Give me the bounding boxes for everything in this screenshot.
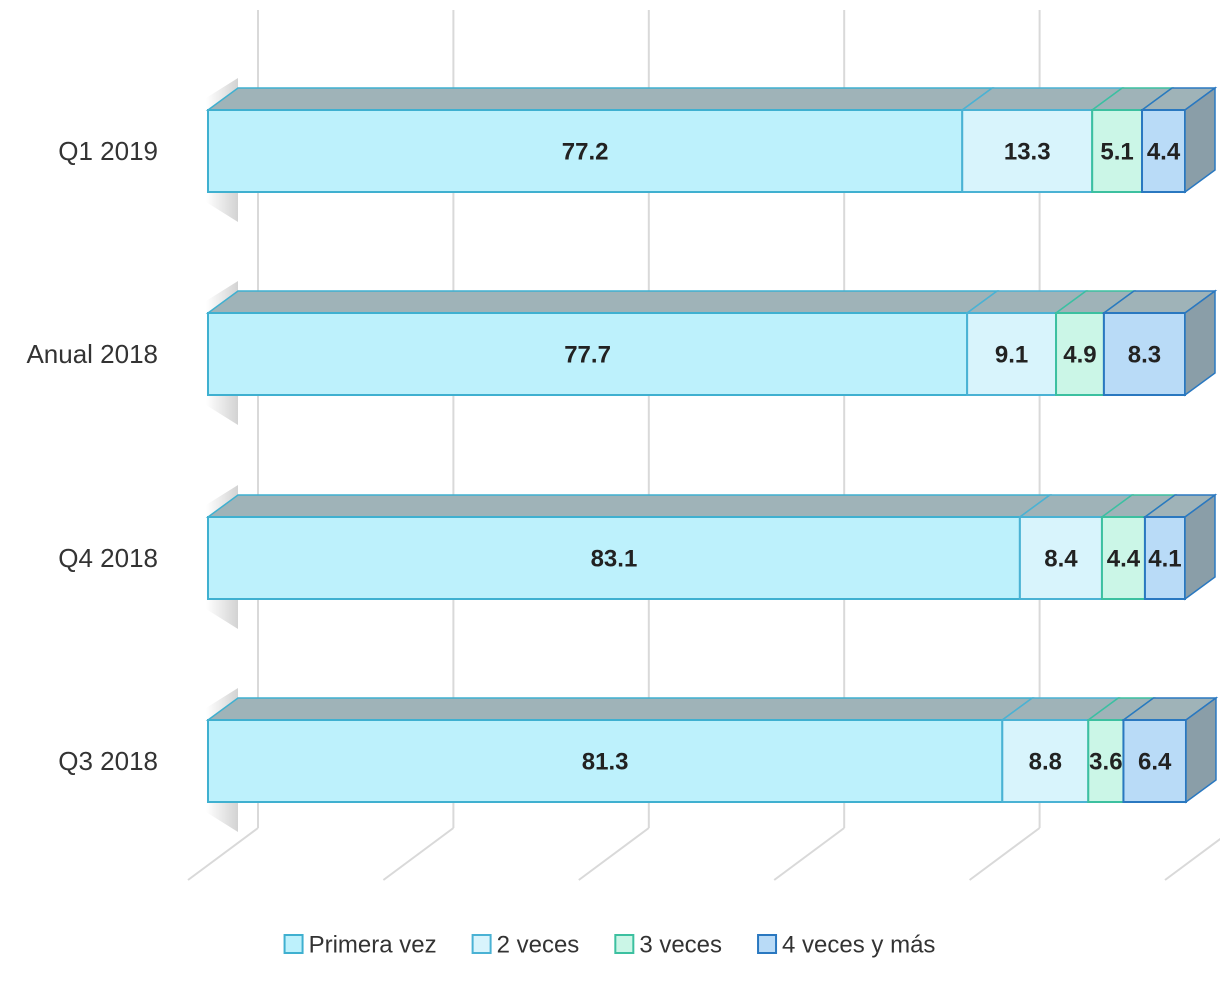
bar-top — [205, 290, 1000, 314]
legend-swatch — [283, 934, 304, 954]
bar-side — [1185, 696, 1217, 804]
value-label: 77.2 — [562, 138, 609, 165]
value-label: 8.8 — [1029, 748, 1062, 775]
category-label: Q3 2018 — [58, 746, 158, 776]
value-label: 77.7 — [564, 341, 611, 368]
legend-label: Primera vez — [309, 931, 437, 958]
bar-side — [1184, 493, 1216, 601]
floor-line — [773, 827, 845, 881]
bar — [207, 719, 1004, 803]
bar-top — [205, 87, 995, 111]
bar-side — [1184, 289, 1216, 397]
value-label: 4.4 — [1107, 545, 1141, 572]
legend-label: 3 veces — [639, 931, 722, 958]
bar — [1100, 516, 1146, 600]
bar — [1143, 516, 1186, 600]
category-label: Anual 2018 — [26, 339, 158, 369]
floor-line — [969, 827, 1041, 881]
value-label: 4.1 — [1148, 545, 1181, 572]
bar — [1018, 516, 1103, 600]
legend-swatch — [614, 934, 635, 954]
bars: Q1 2019 77.2 13.3 5.1 4.4 Anual 2018 77.7 9.1 4.… — [26, 78, 1219, 832]
floor-line — [382, 827, 454, 881]
value-label: 5.1 — [1100, 138, 1133, 165]
bar — [207, 312, 969, 396]
value-label: 8.3 — [1128, 341, 1161, 368]
bar-top — [205, 697, 1035, 721]
legend: Primera vez 2 veces 3 veces 4 veces y más — [283, 931, 935, 958]
bar-top — [205, 494, 1053, 518]
category-label: Q1 2019 — [58, 136, 158, 166]
bar — [1087, 719, 1125, 803]
bar — [1141, 109, 1186, 193]
value-label: 4.9 — [1063, 341, 1096, 368]
value-label: 3.6 — [1089, 748, 1122, 775]
value-label: 8.4 — [1044, 545, 1078, 572]
bar-side — [1184, 86, 1216, 194]
legend-label: 4 veces y más — [782, 931, 935, 958]
floor-line — [578, 827, 650, 881]
value-label: 13.3 — [1004, 138, 1051, 165]
bar — [1091, 109, 1144, 193]
bar — [1122, 719, 1187, 803]
value-label: 6.4 — [1138, 748, 1172, 775]
floor-line — [1164, 837, 1220, 881]
bar — [207, 516, 1021, 600]
bar — [207, 109, 964, 193]
bar — [966, 312, 1058, 396]
legend-swatch — [757, 934, 778, 954]
legend-swatch — [471, 934, 492, 954]
legend-label: 2 veces — [497, 931, 580, 958]
value-label: 81.3 — [582, 748, 629, 775]
value-label: 83.1 — [591, 545, 638, 572]
value-label: 9.1 — [995, 341, 1028, 368]
category-label: Q4 2018 — [58, 543, 158, 573]
floor-line — [187, 827, 259, 881]
bar — [1102, 312, 1187, 396]
value-label: 4.4 — [1147, 138, 1181, 165]
